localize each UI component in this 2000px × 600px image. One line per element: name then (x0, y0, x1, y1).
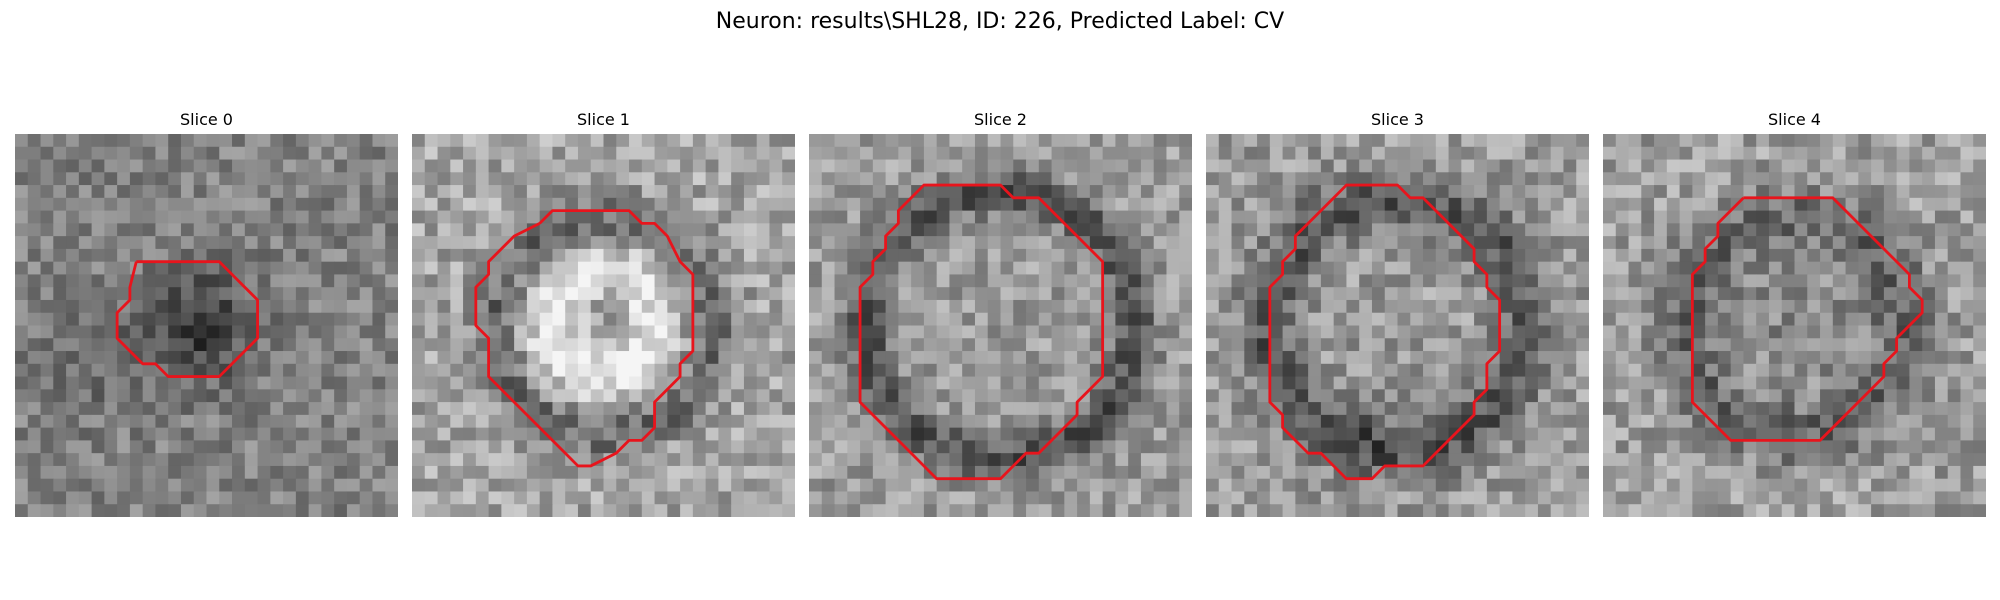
pixel-grid (1206, 134, 1589, 517)
contour-line (858, 183, 1105, 481)
panel-title-3: Slice 3 (1371, 110, 1424, 129)
pixel-grid (809, 134, 1192, 517)
figure-title: Neuron: results\SHL28, ID: 226, Predicte… (715, 9, 1285, 34)
slice-image-2 (809, 134, 1192, 517)
pixel-grid (412, 134, 795, 517)
pixel-grid (1603, 134, 1986, 517)
slice-image-4 (1603, 134, 1986, 517)
pixel-grid (15, 134, 398, 517)
slice-image-3 (1206, 134, 1589, 517)
contour-line (1690, 196, 1924, 442)
panel-title-1: Slice 1 (577, 110, 630, 129)
slice-image-0 (15, 134, 398, 517)
panel-title-4: Slice 4 (1768, 110, 1821, 129)
contour-line (1268, 183, 1502, 481)
panel-title-2: Slice 2 (974, 110, 1027, 129)
panel-title-0: Slice 0 (180, 110, 233, 129)
contour-line (115, 260, 259, 378)
contour-line (474, 209, 695, 468)
slice-image-1 (412, 134, 795, 517)
